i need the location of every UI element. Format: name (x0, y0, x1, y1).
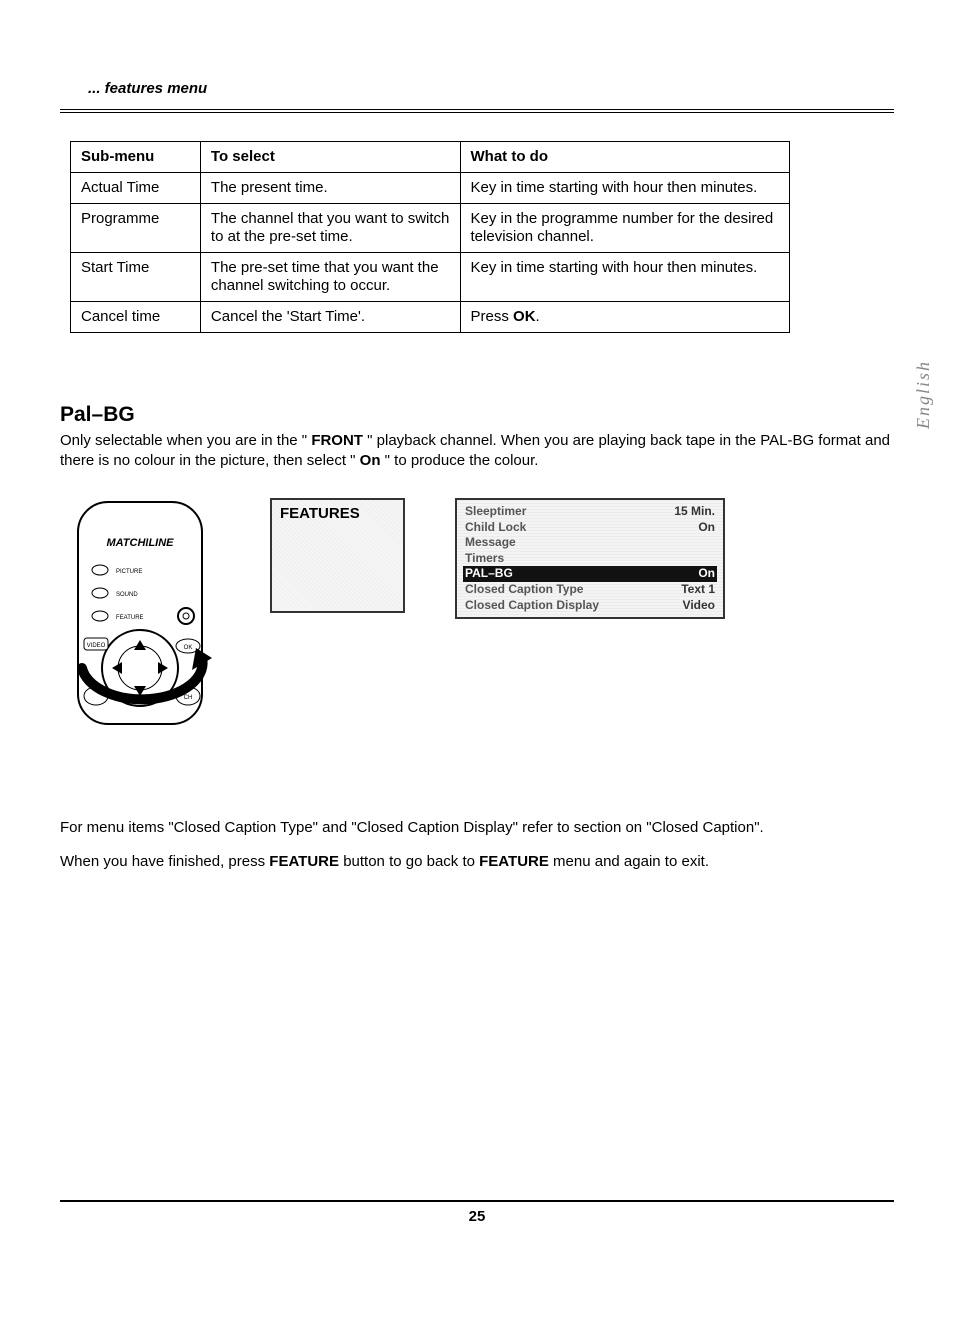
osd-row: Sleeptimer15 Min. (463, 504, 717, 520)
intro-front: FRONT (311, 432, 363, 449)
cell-submenu: Actual Time (71, 173, 201, 204)
sound-label: SOUND (116, 592, 138, 598)
cell-submenu: Cancel time (71, 302, 201, 333)
cell-submenu: Start Time (71, 253, 201, 302)
cell-whattodo: Press OK. (460, 302, 789, 333)
feature-bold: FEATURE (269, 853, 339, 870)
cell-toselect: The present time. (200, 173, 460, 204)
table-row: Programme The channel that you want to s… (71, 204, 790, 253)
osd-row: Timers (463, 551, 717, 567)
cell-whattodo: Key in the programme number for the desi… (460, 204, 789, 253)
submenu-table: Sub-menu To select What to do Actual Tim… (70, 141, 790, 333)
cell-toselect: The channel that you want to switch to a… (200, 204, 460, 253)
cell-whattodo: Key in time starting with hour then minu… (460, 173, 789, 204)
table-row: Cancel time Cancel the 'Start Time'. Pre… (71, 302, 790, 333)
exit-instruction: When you have finished, press FEATURE bu… (60, 852, 894, 872)
exit-text: menu and again to exit. (549, 853, 709, 870)
cell-submenu: Programme (71, 204, 201, 253)
header-whattodo: What to do (460, 142, 789, 173)
breadcrumb: ... features menu (88, 80, 894, 97)
osd-row: Closed Caption DisplayVideo (463, 598, 717, 614)
osd-row: Child LockOn (463, 520, 717, 536)
table-row: Actual Time The present time. Key in tim… (71, 173, 790, 204)
osd-row-selected: PAL–BGOn (463, 566, 717, 582)
cell-whattodo: Key in time starting with hour then minu… (460, 253, 789, 302)
picture-label: PICTURE (116, 569, 142, 575)
figures-row: MATCHlLINE PICTURE SOUND FEATURE VIDEO (60, 498, 894, 728)
osd-row: Message (463, 535, 717, 551)
section-rule (60, 109, 894, 113)
header-submenu: Sub-menu (71, 142, 201, 173)
ch-label: CH (184, 695, 193, 701)
intro-on: On (360, 452, 381, 469)
table-row: Start Time The pre-set time that you wan… (71, 253, 790, 302)
features-title: FEATURES (280, 504, 395, 524)
exit-text: button to go back to (339, 853, 479, 870)
exit-text: When you have finished, press (60, 853, 269, 870)
section-heading-palbg: Pal–BG (60, 403, 894, 427)
feature-label: FEATURE (116, 615, 144, 621)
feature-bold: FEATURE (479, 853, 549, 870)
page-footer: 25 (60, 1200, 894, 1225)
footer-rule (60, 1200, 894, 1202)
video-label: VIDEO (87, 643, 106, 649)
remote-control-figure: MATCHlLINE PICTURE SOUND FEATURE VIDEO (60, 498, 220, 728)
features-panel: FEATURES (270, 498, 405, 613)
remote-svg: MATCHlLINE PICTURE SOUND FEATURE VIDEO (60, 498, 220, 728)
page-container: ... features menu Sub-menu To select Wha… (0, 0, 954, 1325)
osd-panel: Sleeptimer15 Min. Child LockOn Message T… (455, 498, 725, 619)
cell-toselect: The pre-set time that you want the chann… (200, 253, 460, 302)
page-number: 25 (60, 1208, 894, 1225)
table-header-row: Sub-menu To select What to do (71, 142, 790, 173)
osd-row: Closed Caption TypeText 1 (463, 582, 717, 598)
palbg-intro: Only selectable when you are in the " FR… (60, 431, 894, 470)
language-side-label: English (913, 360, 934, 429)
intro-text: Only selectable when you are in the " (60, 432, 311, 449)
header-toselect: To select (200, 142, 460, 173)
intro-text: " to produce the colour. (381, 452, 539, 469)
closed-caption-note: For menu items "Closed Caption Type" and… (60, 818, 894, 838)
remote-brand-label: MATCHlLINE (106, 537, 174, 549)
ok-label: OK (184, 645, 193, 651)
cell-toselect: Cancel the 'Start Time'. (200, 302, 460, 333)
